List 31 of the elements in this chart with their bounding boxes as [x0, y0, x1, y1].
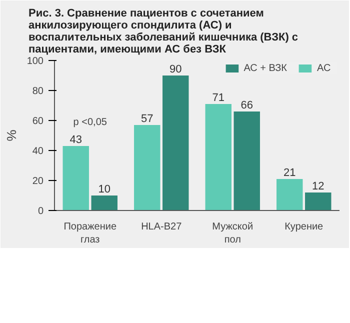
- x-tick-label: Мужской пол: [212, 222, 254, 246]
- y-tick-label: 20: [32, 176, 44, 187]
- bar: [134, 125, 160, 210]
- data-label: 66: [240, 100, 254, 112]
- data-label: 57: [141, 113, 154, 125]
- bar: [91, 196, 118, 210]
- legend-label: АС: [317, 62, 332, 74]
- data-label: 12: [312, 180, 324, 192]
- y-tick-label: 80: [32, 86, 44, 97]
- x-tick-label: Курение: [284, 222, 324, 232]
- bar: [162, 76, 189, 210]
- y-axis-title: %: [4, 129, 19, 142]
- data-label: 90: [170, 64, 182, 76]
- bar: [305, 192, 332, 210]
- data-label: 43: [70, 134, 82, 146]
- x-tick-label: HLA-B27: [141, 222, 182, 232]
- legend-label: АС + ВЗК: [244, 62, 287, 74]
- bar: [205, 104, 232, 210]
- y-tick-label: 0: [38, 206, 44, 217]
- bar: [62, 146, 89, 210]
- bar: [234, 112, 260, 210]
- annotation: p <0,05: [73, 117, 108, 128]
- y-tick-label: 40: [32, 146, 44, 157]
- x-tick-label: Поражение глаз: [64, 222, 117, 246]
- data-label: 71: [212, 92, 225, 104]
- data-label: 21: [284, 167, 296, 179]
- bar: [276, 179, 303, 210]
- data-label: 10: [98, 184, 111, 196]
- chart-title: Рис. 3. Сравнение пациентов с сочетанием анкилозирующего спондилита (АС) и воспалительных заболеваний кишечника (ВЗК) с пациентами, имеющими АС без ВЗК: [28, 8, 298, 56]
- y-tick-label: 100: [26, 56, 44, 67]
- y-tick-label: 60: [32, 116, 44, 127]
